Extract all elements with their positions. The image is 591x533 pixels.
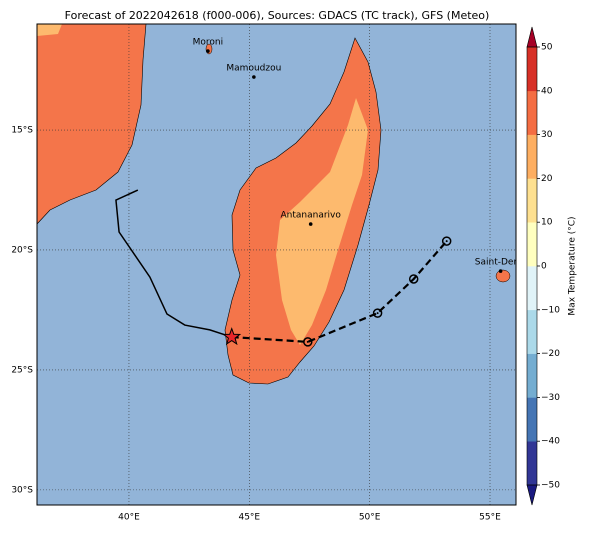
x-tick-label: 40°E	[118, 513, 140, 523]
colorbar-label: Max Temperature (°C)	[568, 216, 578, 315]
past-track	[115, 189, 232, 338]
city-marker	[206, 49, 210, 53]
x-tick-label: 50°E	[359, 513, 381, 523]
forecast-dot	[445, 240, 448, 243]
map-title: Forecast of 2022042618 (f000-006), Sourc…	[65, 9, 490, 22]
colorbar-tick-label: 40	[541, 86, 553, 96]
forecast-dot	[376, 312, 379, 315]
colorbar-band	[527, 178, 537, 223]
colorbar-band	[527, 134, 537, 179]
colorbar-band	[527, 222, 537, 267]
africa-land	[37, 24, 147, 225]
forecast-point	[303, 337, 313, 347]
colorbar-tick-label: 10	[541, 218, 553, 228]
city-marker	[308, 222, 313, 226]
colorbar-band	[527, 47, 537, 92]
colorbar-tick-label: 0	[541, 262, 547, 272]
city-label: Mamoudzou	[226, 64, 281, 74]
city-label: Antananarivo	[280, 211, 341, 221]
forecast-dot	[412, 278, 415, 281]
africa-land-warm	[37, 24, 62, 36]
y-tick-label: 20°S	[11, 245, 33, 255]
colorbar-band	[527, 266, 537, 311]
city-marker	[252, 75, 256, 79]
y-tick-label: 25°S	[11, 365, 33, 375]
madagascar-warm	[276, 98, 368, 345]
reunion	[495, 269, 511, 283]
forecast-track	[231, 240, 448, 343]
colorbar-extend-over	[526, 26, 538, 48]
colorbar-band	[527, 353, 537, 398]
colorbar-extend-under	[526, 484, 538, 506]
colorbar-tick-label: −20	[541, 349, 560, 359]
colorbar-tick-label: 30	[541, 130, 553, 140]
map-frame	[36, 23, 517, 506]
forecast-point	[408, 274, 419, 284]
colorbar-tick-label: 50	[541, 43, 553, 53]
colorbar-band	[527, 441, 537, 486]
colorbar-tick-label: −40	[541, 437, 560, 447]
current-position	[222, 327, 242, 346]
y-tick-label: 15°S	[11, 126, 33, 136]
colorbar-band	[527, 90, 537, 135]
colorbar-tick-label: 20	[541, 174, 553, 184]
colorbar-tick-label: −50	[541, 481, 560, 491]
forecast-point	[441, 236, 452, 246]
map-area: Moroni Mamoudzou Antananarivo Saint-Denis	[37, 24, 527, 505]
colorbar-band	[527, 309, 537, 354]
colorbar-tick-label: −30	[541, 393, 560, 403]
y-tick-label: 30°S	[11, 485, 33, 495]
forecast-point	[372, 308, 383, 318]
city-label: Saint-Denis	[475, 258, 527, 268]
x-tick-label: 45°E	[238, 513, 260, 523]
city-marker	[498, 269, 503, 273]
colorbar-tick-label: −10	[541, 305, 560, 315]
forecast-dot	[306, 340, 309, 343]
city-label: Moroni	[193, 38, 224, 48]
colorbar-band	[527, 397, 537, 442]
x-tick-label: 55°E	[479, 513, 501, 523]
